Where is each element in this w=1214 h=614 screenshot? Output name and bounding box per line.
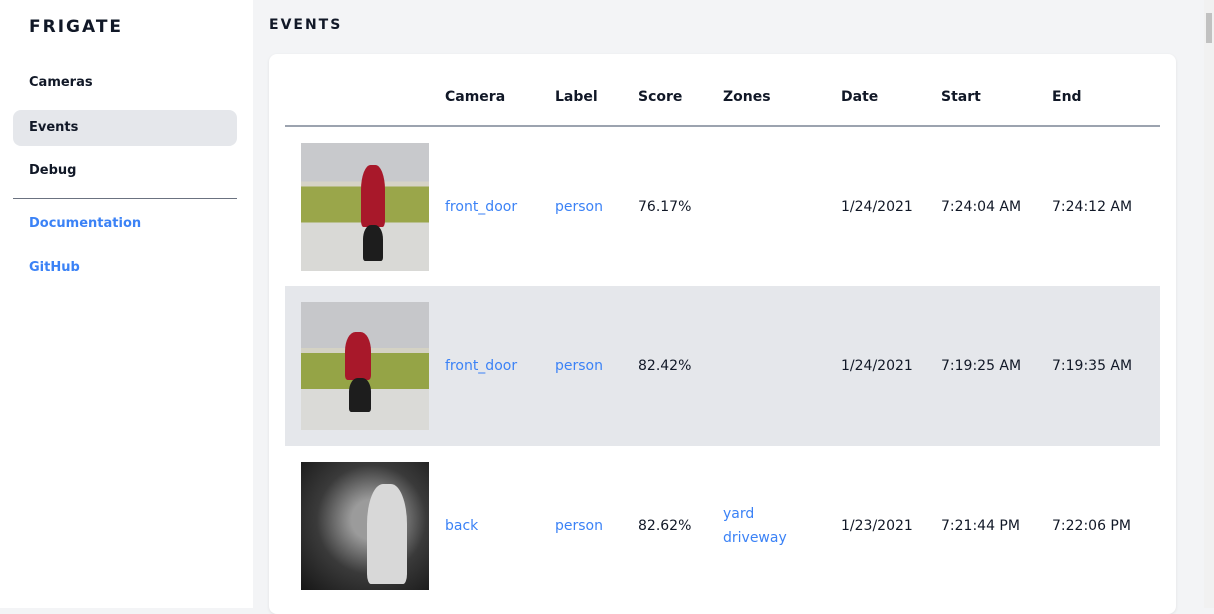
header-label: Label: [555, 54, 638, 127]
header-thumbnail: [285, 54, 445, 127]
sidebar-item-debug[interactable]: Debug: [29, 163, 77, 178]
event-thumbnail[interactable]: [301, 302, 429, 430]
sidebar-divider: [13, 198, 237, 199]
header-camera: Camera: [445, 54, 555, 127]
zones: [723, 126, 841, 286]
label-link[interactable]: person: [555, 198, 603, 215]
header-start: Start: [941, 54, 1052, 127]
github-link[interactable]: GitHub: [29, 260, 80, 275]
sidebar-item-events[interactable]: Events: [13, 110, 237, 146]
event-thumbnail[interactable]: [301, 142, 429, 271]
label-link[interactable]: person: [555, 358, 603, 374]
end-time: 7:22:06 PM: [1052, 518, 1131, 534]
events-card: Camera Label Score Zones Date Start End …: [269, 54, 1176, 614]
event-thumbnail[interactable]: [301, 462, 429, 590]
label-link[interactable]: person: [555, 518, 603, 534]
table-row[interactable]: front_door person 82.42% 1/24/2021 7:19:…: [285, 286, 1160, 446]
app-logo: FRIGATE: [29, 17, 124, 37]
score: 76.17%: [638, 198, 692, 215]
table-row[interactable]: front_door person 76.17% 1/24/2021 7:24:…: [285, 126, 1160, 286]
header-date: Date: [841, 54, 941, 127]
header-score: Score: [638, 54, 723, 127]
table-row[interactable]: back person 82.62% yard driveway 1/23/202…: [285, 446, 1160, 606]
header-zones: Zones: [723, 54, 841, 127]
page-title: EVENTS: [269, 17, 343, 33]
date: 1/24/2021: [841, 198, 913, 215]
score: 82.42%: [638, 286, 723, 446]
score: 82.62%: [638, 518, 692, 534]
camera-link[interactable]: front_door: [445, 198, 518, 215]
scrollbar-thumb[interactable]: [1206, 13, 1212, 43]
camera-link[interactable]: front_door: [445, 358, 518, 374]
zones: [723, 286, 841, 446]
date: 1/24/2021: [841, 286, 941, 446]
sidebar: FRIGATE Cameras Events Debug Documentati…: [0, 0, 253, 608]
start-time: 7:19:25 AM: [941, 286, 1052, 446]
end-time: 7:24:12 AM: [1052, 198, 1133, 215]
zones: yard driveway: [723, 446, 841, 606]
table-header: Camera Label Score Zones Date Start End: [285, 54, 1160, 127]
camera-link[interactable]: back: [445, 518, 479, 534]
start-time: 7:24:04 AM: [941, 198, 1022, 215]
start-time: 7:21:44 PM: [941, 518, 1020, 534]
scrollbar[interactable]: [1204, 0, 1214, 608]
zone-link[interactable]: yard: [723, 506, 755, 522]
end-time: 7:19:35 AM: [1052, 286, 1160, 446]
date: 1/23/2021: [841, 518, 913, 534]
sidebar-item-cameras[interactable]: Cameras: [29, 75, 93, 90]
zone-link[interactable]: driveway: [723, 530, 787, 546]
header-end: End: [1052, 54, 1160, 127]
documentation-link[interactable]: Documentation: [29, 216, 142, 231]
events-table: Camera Label Score Zones Date Start End …: [285, 54, 1160, 606]
